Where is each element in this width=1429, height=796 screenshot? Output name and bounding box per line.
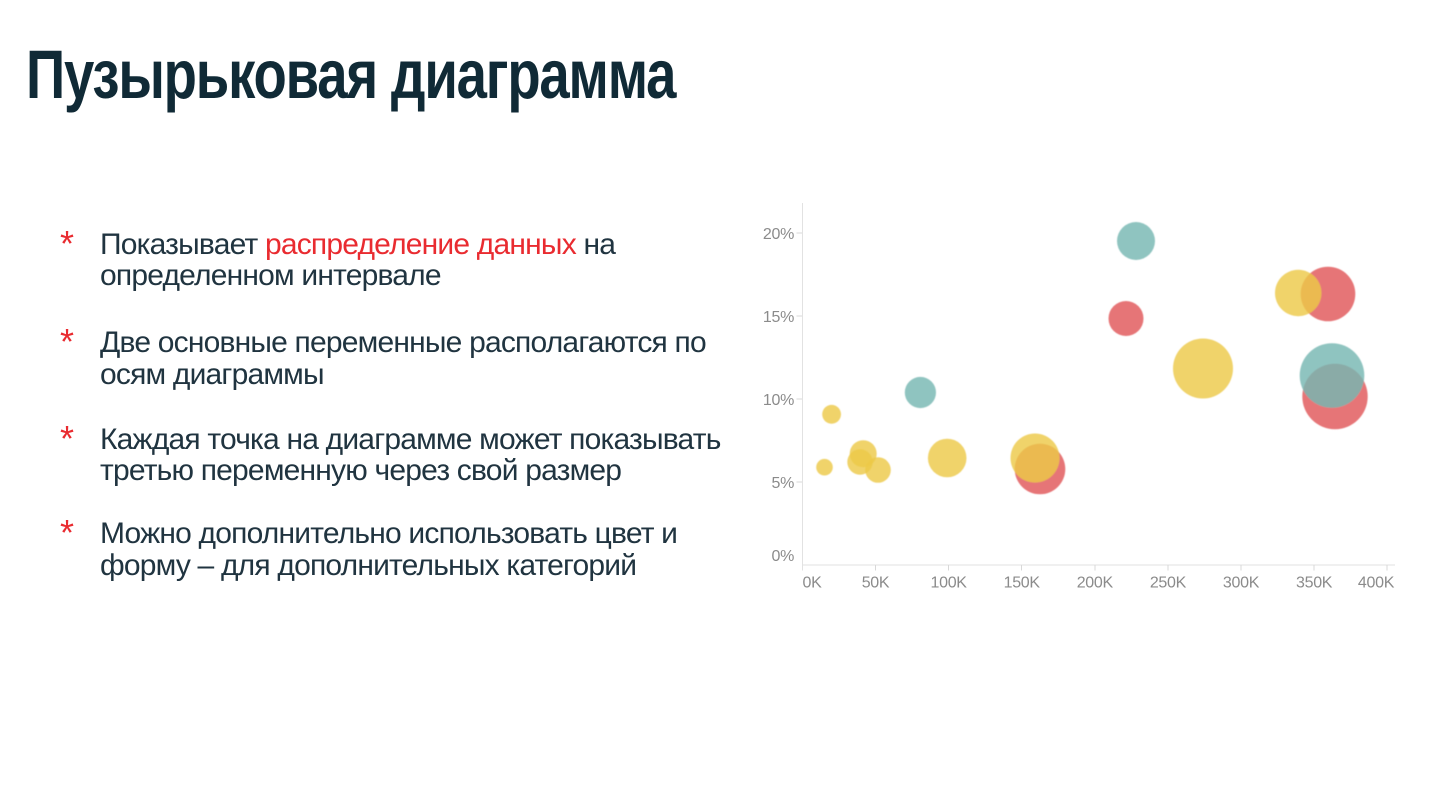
svg-text:15%: 15% xyxy=(763,309,794,326)
svg-text:0K: 0K xyxy=(803,575,823,592)
svg-text:150K: 150K xyxy=(1004,575,1041,592)
svg-text:20%: 20% xyxy=(763,226,794,243)
svg-text:200K: 200K xyxy=(1077,575,1114,592)
svg-text:50K: 50K xyxy=(862,575,890,592)
svg-text:350K: 350K xyxy=(1296,575,1333,592)
svg-text:100K: 100K xyxy=(931,575,968,592)
svg-text:400K: 400K xyxy=(1358,575,1395,592)
svg-text:5%: 5% xyxy=(771,475,794,492)
svg-text:0%: 0% xyxy=(771,548,794,565)
svg-text:250K: 250K xyxy=(1150,575,1187,592)
svg-text:300K: 300K xyxy=(1223,575,1260,592)
svg-text:10%: 10% xyxy=(763,392,794,409)
